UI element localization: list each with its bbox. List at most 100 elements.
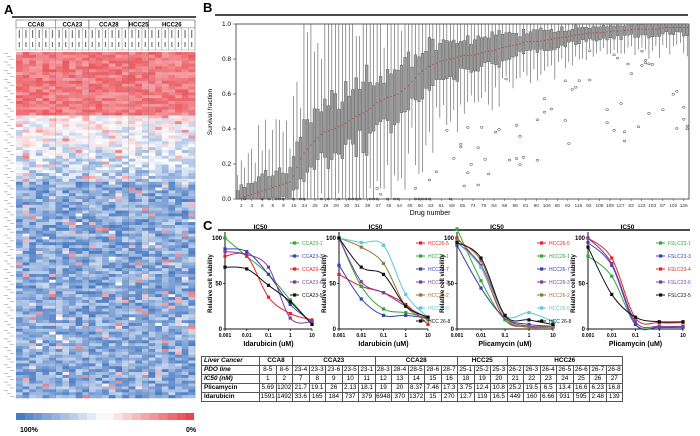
- box: [396, 69, 400, 123]
- legend-marker: [419, 241, 423, 245]
- heatmap-cell: [75, 216, 83, 220]
- heatmap-cell: [62, 245, 70, 249]
- heatmap-cell: [88, 181, 96, 185]
- heatmap-cell: [29, 129, 37, 134]
- heatmap-cell: [141, 181, 149, 185]
- heatmap-cell: [22, 52, 30, 56]
- heatmap-cell: [16, 374, 23, 379]
- heatmap-cell: [135, 103, 143, 108]
- heatmap-cell: [108, 98, 116, 102]
- box-outlier: [424, 197, 428, 201]
- table-cell: 26-4: [539, 365, 557, 375]
- heatmap-cell: [88, 106, 96, 110]
- heatmap-cell: [35, 60, 43, 64]
- heatmap-cell: [95, 126, 103, 131]
- box: [312, 108, 316, 170]
- heatmap-cell: [181, 233, 189, 237]
- heatmap-cell: [62, 317, 70, 321]
- heatmap-cell: [141, 239, 149, 243]
- heatmap-cell: [16, 259, 23, 263]
- heatmap-cell: [95, 80, 103, 85]
- heatmap-cell: [95, 89, 103, 93]
- chart-title: IC50: [254, 224, 268, 231]
- box: [441, 39, 445, 80]
- heatmap-cell: [29, 66, 37, 70]
- heatmap-cell: [95, 63, 103, 67]
- heatmap-cell: [161, 357, 169, 361]
- legend-marker: [293, 280, 297, 284]
- heatmap-cell: [115, 201, 123, 206]
- heatmap-cell: [102, 219, 110, 223]
- heatmap-cell: [16, 282, 23, 286]
- heatmap-cell: [181, 213, 189, 217]
- box: [326, 105, 330, 169]
- heatmap-cell: [122, 190, 130, 194]
- heatmap-cell: [128, 118, 136, 122]
- heatmap-cell: [55, 141, 63, 145]
- heatmap-cell: [115, 109, 123, 113]
- box-outlier: [466, 171, 470, 175]
- heatmap-cell: [75, 178, 83, 183]
- table-cell: 931: [556, 392, 574, 402]
- heatmap-cell: [55, 239, 63, 243]
- legend-label: FSLC23-1: [668, 241, 691, 247]
- heatmap-cell: [22, 245, 30, 249]
- box-median: [637, 28, 640, 30]
- heatmap-cell: [35, 152, 43, 157]
- heatmap-cell: [22, 337, 30, 341]
- legend-label: FSLC23-5: [668, 293, 691, 299]
- heatmap-cell: [155, 233, 163, 237]
- heatmap-cell: [42, 392, 50, 396]
- heatmap-cell: [75, 66, 83, 70]
- heatmap-cell: [102, 190, 110, 194]
- heatmap-cell: [161, 245, 169, 249]
- heatmap-cell: [102, 230, 110, 234]
- heatmap-cell: [108, 242, 116, 246]
- heatmap-cell: [181, 271, 189, 275]
- x-axis-label: Drug number: [410, 210, 452, 217]
- heatmap-cell: [155, 196, 163, 200]
- heatmap-cell: [181, 175, 189, 180]
- heatmap-cell: [102, 291, 110, 295]
- heatmap-cell: [122, 230, 130, 234]
- heatmap-cell: [168, 305, 176, 309]
- heatmap-cell: [42, 343, 50, 347]
- heatmap-cell: [128, 187, 136, 191]
- legend-label: CCA23-3: [302, 254, 323, 260]
- heatmap-cell: [102, 308, 110, 312]
- box-outlier: [622, 139, 627, 143]
- heatmap-cell: [168, 187, 176, 191]
- heatmap-cell: [42, 259, 50, 263]
- heatmap-cell: [55, 314, 63, 318]
- heatmap-cell: [16, 328, 23, 332]
- heatmap-cell: [155, 184, 163, 188]
- heatmap-cell: [42, 377, 50, 381]
- box-outlier: [535, 118, 540, 122]
- heatmap-cell: [55, 357, 63, 361]
- heatmap-cell: [75, 239, 83, 243]
- heatmap-cell: [108, 60, 116, 64]
- box: [462, 40, 466, 70]
- heatmap-group-label: CCA23: [63, 23, 83, 29]
- table-cell: 6.66: [539, 392, 557, 402]
- heatmap-cell: [128, 219, 136, 223]
- heatmap-cell: [16, 170, 23, 174]
- heatmap-cell: [88, 346, 96, 350]
- heatmap-cell: [42, 331, 50, 335]
- box: [403, 57, 407, 113]
- box-outlier: [476, 183, 480, 187]
- heatmap-cell: [29, 101, 37, 105]
- heatmap-cell: [95, 366, 103, 370]
- heatmap-cell: [95, 138, 103, 142]
- heatmap-cell: [168, 294, 176, 298]
- heatmap-cell: [49, 167, 57, 171]
- heatmap-cell: [35, 190, 43, 194]
- heatmap-cell: [188, 207, 196, 211]
- heatmap-cell: [42, 320, 50, 324]
- heatmap-cell: [115, 210, 123, 214]
- heatmap-cell: [188, 147, 196, 151]
- heatmap-cell: [155, 351, 163, 356]
- data-point: [288, 316, 292, 320]
- table-cell: 16: [440, 374, 458, 384]
- heatmap-cell: [102, 158, 110, 162]
